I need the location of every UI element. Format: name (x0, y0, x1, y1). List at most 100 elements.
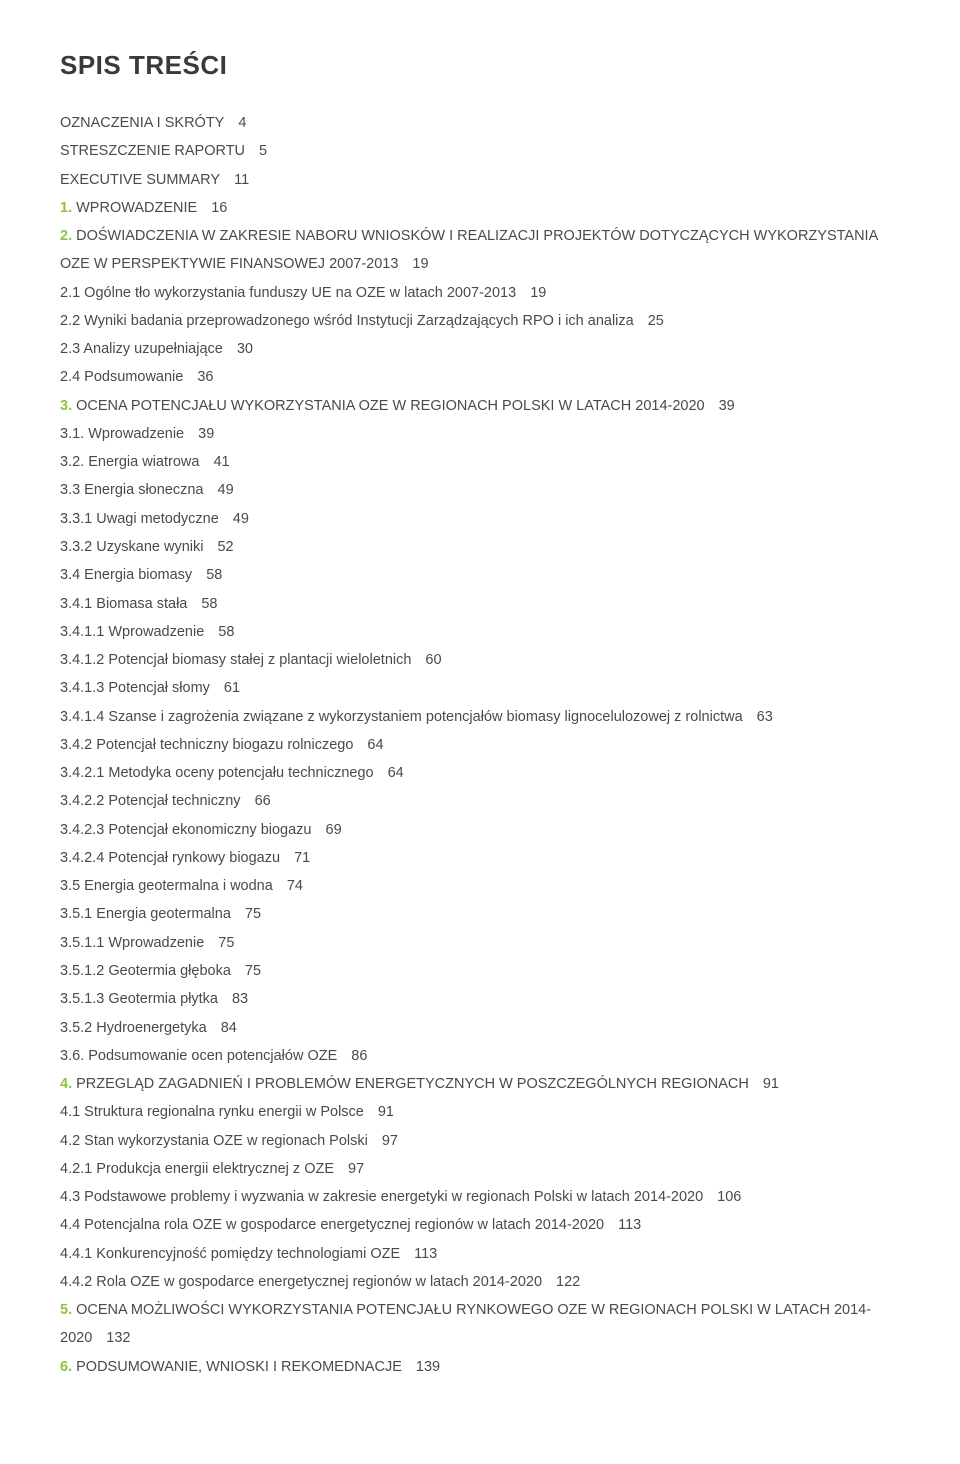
toc-entry-label: 3.4.1.2 Potencjał biomasy stałej z plant… (60, 652, 411, 668)
toc-entry: 2.1 Ogólne tło wykorzystania funduszy UE… (60, 279, 900, 307)
toc-entry-page: 58 (201, 596, 217, 612)
toc-entry-page: 106 (717, 1189, 741, 1205)
toc-entry: 2.4 Podsumowanie36 (60, 363, 900, 391)
toc-entry: 4.3 Podstawowe problemy i wyzwania w zak… (60, 1183, 900, 1211)
toc-entry-label: 4.2 Stan wykorzystania OZE w regionach P… (60, 1133, 368, 1149)
toc-entry: 3. OCENA POTENCJAŁU WYKORZYSTANIA OZE W … (60, 392, 900, 420)
toc-entry-label: 3.4.1.3 Potencjał słomy (60, 680, 210, 696)
toc-entry-label: STRESZCZENIE RAPORTU (60, 143, 245, 159)
toc-entry-label: 3.4.2.2 Potencjał techniczny (60, 793, 241, 809)
toc-entry: 4.2.1 Produkcja energii elektrycznej z O… (60, 1155, 900, 1183)
toc-entry-page: 113 (414, 1246, 437, 1262)
toc-entry-num: 4. (60, 1076, 72, 1092)
toc-entry: 4. PRZEGLĄD ZAGADNIEŃ I PROBLEMÓW ENERGE… (60, 1070, 900, 1098)
toc-entry: 3.2. Energia wiatrowa41 (60, 448, 900, 476)
toc-entry: 3.5.1 Energia geotermalna75 (60, 900, 900, 928)
toc-entry: 3.4.2.4 Potencjał rynkowy biogazu 71 (60, 844, 900, 872)
toc-entry-page: 132 (106, 1330, 130, 1346)
toc-entry: 3.5 Energia geotermalna i wodna 74 (60, 872, 900, 900)
toc-entry-page: 30 (237, 341, 253, 357)
toc-entry-label: 3.4 Energia biomasy (60, 567, 192, 583)
toc-entry-page: 49 (233, 511, 249, 527)
toc-entry-label: 3.4.2.3 Potencjał ekonomiczny biogazu (60, 822, 312, 838)
toc-entry-page: 52 (217, 539, 233, 555)
toc-entry-page: 60 (425, 652, 441, 668)
toc-entry-label: 3.1. Wprowadzenie (60, 426, 184, 442)
toc-entry: 4.4.1 Konkurencyjność pomiędzy technolog… (60, 1240, 900, 1268)
toc-entry-page: 75 (218, 935, 234, 951)
toc-entry: 3.1. Wprowadzenie39 (60, 420, 900, 448)
toc-entry-label: 3.5 Energia geotermalna i wodna (60, 878, 273, 894)
toc-entry-page: 5 (259, 143, 267, 159)
toc-entry: 3.4.2.3 Potencjał ekonomiczny biogazu 69 (60, 816, 900, 844)
toc-entry-label: PODSUMOWANIE, WNIOSKI I REKOMEDNACJE (76, 1359, 402, 1375)
toc-entry: OZNACZENIA I SKRÓTY 4 (60, 109, 900, 137)
toc-entry-page: 49 (218, 482, 234, 498)
toc-entry-label: 4.2.1 Produkcja energii elektrycznej z O… (60, 1161, 334, 1177)
toc-entry-page: 58 (218, 624, 234, 640)
toc-entry-page: 39 (719, 398, 735, 414)
toc-entry-page: 97 (382, 1133, 398, 1149)
toc-entry: 3.5.1.2 Geotermia głęboka 75 (60, 957, 900, 985)
toc-entry-page: 91 (378, 1104, 394, 1120)
toc-entry: 2. DOŚWIADCZENIA W ZAKRESIE NABORU WNIOS… (60, 222, 900, 279)
toc-entry: 3.4.1.2 Potencjał biomasy stałej z plant… (60, 646, 900, 674)
toc-entry-page: 75 (245, 963, 261, 979)
toc-entry: 6. PODSUMOWANIE, WNIOSKI I REKOMEDNACJE1… (60, 1353, 900, 1381)
toc-entry: 2.3 Analizy uzupełniające30 (60, 335, 900, 363)
toc-entry-num: 1. (60, 200, 72, 216)
toc-entry-label: 3.4.1.1 Wprowadzenie (60, 624, 204, 640)
toc-entry-num: 5. (60, 1302, 72, 1318)
toc-entry-label: 3.6. Podsumowanie ocen potencjałów OZE (60, 1048, 337, 1064)
toc-entry-page: 71 (294, 850, 310, 866)
toc-entry: 3.4.1.1 Wprowadzenie 58 (60, 618, 900, 646)
toc-entry: 3.6. Podsumowanie ocen potencjałów OZE 86 (60, 1042, 900, 1070)
toc-entry-page: 91 (763, 1076, 779, 1092)
toc-entry: 3.3.2 Uzyskane wyniki 52 (60, 533, 900, 561)
toc-entry: 4.4.2 Rola OZE w gospodarce energetyczne… (60, 1268, 900, 1296)
toc-entry-page: 19 (530, 285, 546, 301)
toc-entry-page: 63 (757, 709, 773, 725)
toc-title: SPIS TREŚCI (60, 50, 900, 81)
toc-entry: STRESZCZENIE RAPORTU 5 (60, 137, 900, 165)
toc-entry: 3.4.2 Potencjał techniczny biogazu rolni… (60, 731, 900, 759)
toc-entry-label: 3.5.1.2 Geotermia głęboka (60, 963, 231, 979)
toc-entry: 3.4.1 Biomasa stała58 (60, 590, 900, 618)
toc-entry: EXECUTIVE SUMMARY11 (60, 166, 900, 194)
toc-entry-label: 3.4.2 Potencjał techniczny biogazu rolni… (60, 737, 353, 753)
toc-entry: 3.4.1.3 Potencjał słomy61 (60, 674, 900, 702)
toc-entry-page: 69 (326, 822, 342, 838)
toc-entry: 3.5.1.3 Geotermia płytka83 (60, 985, 900, 1013)
toc-entry-label: 3.2. Energia wiatrowa (60, 454, 199, 470)
toc-entry-page: 84 (221, 1020, 237, 1036)
toc-entry-page: 4 (238, 115, 246, 131)
toc-entry-label: 3.5.1.1 Wprowadzenie (60, 935, 204, 951)
toc-entry-page: 58 (206, 567, 222, 583)
toc-entry: 2.2 Wyniki badania przeprowadzonego wśró… (60, 307, 900, 335)
toc-entry-label: 4.1 Struktura regionalna rynku energii w… (60, 1104, 364, 1120)
toc-entry: 3.3.1 Uwagi metodyczne49 (60, 505, 900, 533)
toc-entry-page: 74 (287, 878, 303, 894)
toc-entry-page: 139 (416, 1359, 440, 1375)
toc-entry-page: 86 (351, 1048, 367, 1064)
toc-entry: 3.4.2.2 Potencjał techniczny66 (60, 787, 900, 815)
toc-entry: 4.2 Stan wykorzystania OZE w regionach P… (60, 1127, 900, 1155)
toc-entry-label: 3.3 Energia słoneczna (60, 482, 204, 498)
toc-entry-label: 4.3 Podstawowe problemy i wyzwania w zak… (60, 1189, 703, 1205)
toc-entry-label: 3.4.2.1 Metodyka oceny potencjału techni… (60, 765, 374, 781)
toc-entry-label: WPROWADZENIE (76, 200, 197, 216)
toc-entry: 3.4.2.1 Metodyka oceny potencjału techni… (60, 759, 900, 787)
toc-entry-label: 3.4.2.4 Potencjał rynkowy biogazu (60, 850, 280, 866)
toc-entry-label: OZNACZENIA I SKRÓTY (60, 115, 224, 131)
toc-entry-label: 2.4 Podsumowanie (60, 369, 183, 385)
toc-entry-label: OCENA MOŻLIWOŚCI WYKORZYSTANIA POTENCJAŁ… (60, 1302, 871, 1346)
toc-entry-label: 2.2 Wyniki badania przeprowadzonego wśró… (60, 313, 634, 329)
toc-entry-page: 97 (348, 1161, 364, 1177)
toc-entry: 1. WPROWADZENIE16 (60, 194, 900, 222)
toc-entry-page: 19 (412, 256, 428, 272)
toc-entry-label: 4.4.2 Rola OZE w gospodarce energetyczne… (60, 1274, 542, 1290)
toc-entry-label: 3.3.2 Uzyskane wyniki (60, 539, 203, 555)
toc-entry-label: 4.4 Potencjalna rola OZE w gospodarce en… (60, 1217, 604, 1233)
toc-entry-label: OCENA POTENCJAŁU WYKORZYSTANIA OZE W REG… (76, 398, 704, 414)
toc-entry: 4.1 Struktura regionalna rynku energii w… (60, 1098, 900, 1126)
